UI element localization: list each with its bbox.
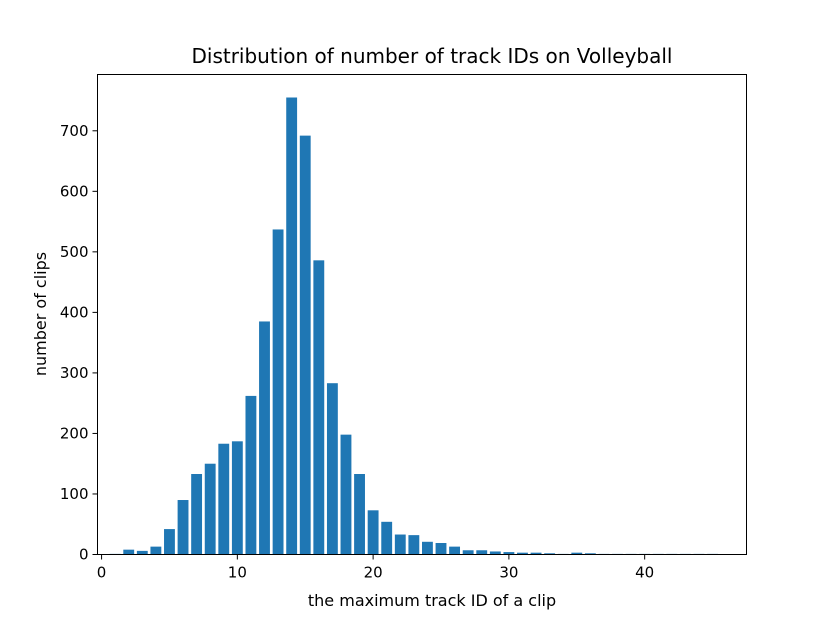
bar-29: [489, 551, 501, 555]
bar-15: [299, 135, 311, 555]
bar-28: [476, 550, 488, 555]
bar-21: [381, 521, 393, 555]
bar-11: [245, 395, 257, 555]
y-axis: 0 100 200 300 400 500 600 700: [60, 122, 98, 564]
y-tick-label: 0: [79, 546, 89, 564]
plot-frame: [97, 74, 747, 555]
bar-9: [218, 443, 230, 555]
bar-13: [272, 229, 284, 555]
x-tick-label: 0: [97, 564, 107, 582]
bar-23: [408, 535, 420, 555]
x-axis: 0 10 20 30 40: [97, 554, 654, 582]
bar-26: [449, 546, 461, 555]
y-tick-label: 600: [60, 182, 89, 200]
bar-17: [326, 383, 338, 555]
bar-36: [584, 553, 596, 555]
x-tick-label: 30: [499, 564, 518, 582]
bars-group: [109, 97, 718, 555]
y-tick-label: 200: [60, 424, 89, 442]
bar-4: [150, 546, 162, 555]
bar-20: [367, 510, 379, 555]
y-tick-label: 700: [60, 122, 89, 140]
bar-19: [354, 474, 365, 555]
bar-25: [435, 543, 447, 555]
bar-2: [123, 549, 135, 555]
bar-3: [136, 550, 148, 555]
chart-title: Distribution of number of track IDs on V…: [191, 44, 672, 68]
x-tick-label: 40: [635, 564, 654, 582]
bar-27: [462, 550, 474, 555]
bar-14: [286, 97, 298, 555]
bar-18: [340, 434, 352, 555]
bar-30: [503, 552, 515, 555]
bar-12: [259, 321, 270, 555]
bar-6: [177, 500, 189, 555]
bar-16: [313, 260, 325, 555]
y-tick-label: 300: [60, 364, 89, 382]
x-tick-label: 10: [228, 564, 247, 582]
y-tick-label: 100: [60, 485, 89, 503]
y-tick-label: 400: [60, 303, 89, 321]
bar-7: [191, 474, 203, 555]
bar-24: [422, 541, 433, 555]
bar-22: [394, 534, 406, 555]
y-tick-label: 500: [60, 243, 89, 261]
bar-35: [571, 552, 583, 555]
bar-31: [517, 552, 528, 555]
y-axis-label: number of clips: [31, 252, 50, 376]
bar-33: [544, 553, 556, 555]
bar-5: [164, 529, 175, 555]
bar-10: [231, 441, 243, 555]
x-axis-label: the maximum track ID of a clip: [308, 591, 556, 610]
x-tick-label: 20: [364, 564, 383, 582]
bar-32: [530, 552, 542, 555]
bar-8: [204, 463, 216, 555]
